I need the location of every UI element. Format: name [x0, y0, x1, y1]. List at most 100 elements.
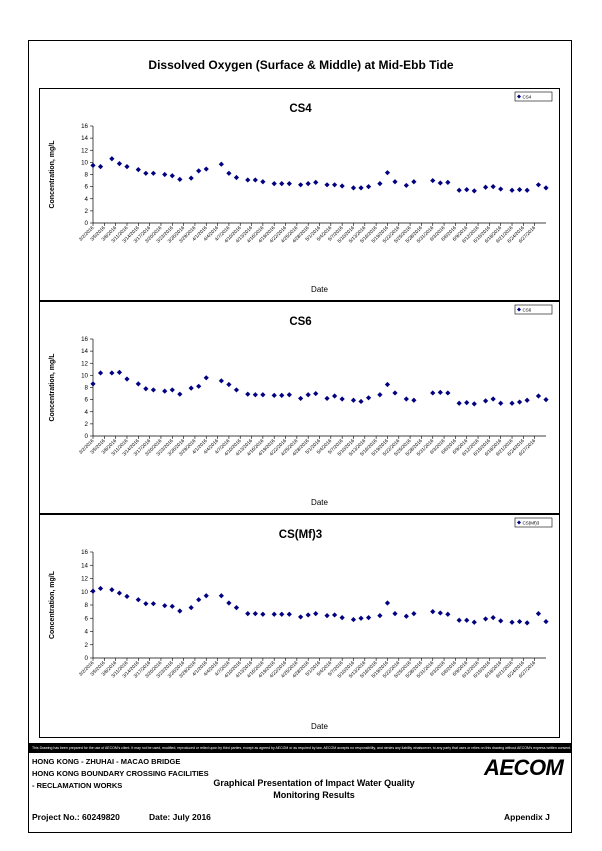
y-tick-label: 0	[85, 220, 89, 227]
legend-marker	[517, 520, 521, 525]
data-point	[471, 619, 477, 625]
data-point	[471, 401, 477, 407]
y-tick-label: 8	[85, 602, 89, 609]
data-point	[313, 390, 319, 397]
data-point	[124, 164, 130, 170]
y-tick-label: 2	[85, 421, 89, 428]
data-point	[196, 597, 202, 603]
data-point	[169, 173, 175, 179]
data-point	[271, 392, 277, 398]
data-point	[483, 616, 489, 622]
data-point	[245, 177, 251, 183]
data-point	[305, 612, 311, 618]
data-point	[279, 392, 285, 398]
data-point	[169, 603, 175, 609]
data-point	[437, 389, 443, 395]
chart-title: CS6	[289, 316, 311, 328]
data-point	[188, 175, 194, 181]
data-point	[143, 170, 149, 176]
data-point	[350, 185, 357, 191]
chart-legend: CS(Mf)3	[514, 517, 553, 528]
data-point	[377, 392, 383, 398]
data-point	[305, 180, 311, 187]
chart-title: CS4	[289, 103, 312, 115]
data-point	[286, 611, 292, 617]
y-axis-label: Concentration, mg/L	[49, 570, 56, 639]
data-point	[90, 381, 96, 387]
data-point	[339, 183, 345, 189]
legend-box	[514, 517, 553, 528]
data-point	[305, 392, 311, 398]
data-point	[524, 397, 530, 403]
data-point	[97, 585, 104, 592]
data-point	[456, 187, 462, 193]
y-tick-label: 12	[81, 576, 88, 583]
legend-label: CS(Mf)3	[523, 521, 540, 526]
data-point	[226, 600, 232, 606]
disclaimer-bar: This Drawing has been prepared for the u…	[29, 743, 571, 753]
data-point	[384, 170, 391, 176]
data-point	[543, 397, 549, 403]
data-point	[218, 378, 224, 384]
data-point	[411, 179, 417, 185]
data-point	[437, 610, 443, 616]
data-point	[324, 613, 330, 619]
data-point	[169, 387, 175, 393]
project-line-2: HONG KONG BOUNDARY CROSSING FACILITIES	[32, 769, 209, 778]
data-point	[365, 395, 372, 401]
data-point	[162, 388, 168, 394]
chart-title: CS(Mf)3	[279, 529, 322, 541]
data-point	[498, 618, 504, 624]
aecom-logo: AECOM	[484, 755, 564, 780]
data-point	[509, 619, 515, 625]
data-point	[252, 392, 258, 398]
data-point	[524, 187, 530, 193]
data-point	[203, 166, 209, 172]
y-tick-label: 6	[85, 184, 89, 191]
data-point	[535, 182, 542, 188]
data-point	[286, 392, 292, 398]
data-point	[490, 184, 496, 190]
appendix-label: Appendix J	[504, 812, 550, 822]
y-tick-label: 10	[81, 372, 88, 379]
data-point	[245, 611, 251, 617]
drawing-title-1: Graphical Presentation of Impact Water Q…	[213, 778, 415, 788]
data-point	[279, 611, 285, 617]
drawing-date: Date: July 2016	[149, 812, 211, 822]
chart-legend: CS4	[514, 91, 553, 102]
y-tick-label: 16	[81, 336, 88, 343]
chart-panel-cs4: CS4 CS4 0 2 4 6 8 10 12 14 16 3/2/2016 3/5/2016 3/8/2…	[39, 88, 560, 301]
data-point	[543, 185, 549, 191]
data-point	[260, 392, 266, 398]
y-tick-label: 10	[81, 589, 88, 596]
chart-panel-csmf3: CS(Mf)3 CS(Mf)3 0 2 4 6 8 10 12 14 16 3/2/2016 3/5/2…	[39, 514, 560, 738]
data-point	[392, 390, 398, 396]
chart-cs6: CS6CS602468101214163/2/20163/5/20163/8/2…	[49, 304, 553, 507]
data-point	[298, 614, 304, 620]
data-point	[196, 168, 202, 174]
page-frame: Dissolved Oxygen (Surface & Middle) at M…	[28, 40, 572, 833]
chart-cs4: CS4CS402468101214163/2/20163/5/20163/8/2…	[49, 91, 553, 294]
data-point	[490, 396, 496, 402]
data-point	[332, 612, 338, 618]
data-point	[339, 396, 345, 402]
data-point	[124, 376, 130, 382]
data-point	[116, 369, 123, 375]
data-point	[445, 179, 451, 185]
data-point	[543, 618, 549, 625]
y-tick-label: 6	[85, 615, 89, 622]
data-point	[203, 593, 209, 599]
y-axis-label: Concentration, mg/L	[49, 353, 56, 422]
y-axis-label: Concentration, mg/L	[49, 140, 56, 209]
data-point	[471, 188, 477, 194]
data-point	[245, 391, 251, 397]
y-tick-label: 4	[85, 196, 89, 203]
data-point	[445, 390, 451, 396]
data-point	[162, 171, 168, 178]
data-point	[226, 170, 232, 176]
page-title: Dissolved Oxygen (Surface & Middle) at M…	[148, 58, 454, 72]
data-point	[464, 187, 470, 193]
legend-box	[514, 91, 553, 102]
data-point	[324, 395, 330, 402]
data-point	[135, 597, 141, 603]
